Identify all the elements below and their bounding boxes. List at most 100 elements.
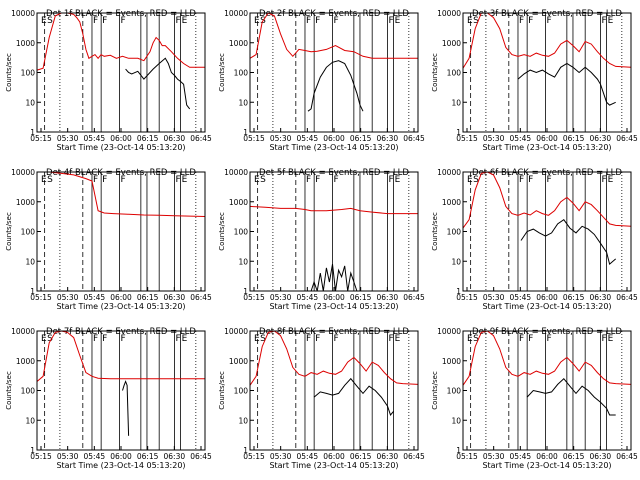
- marker-label: E: [41, 334, 47, 344]
- marker-label: F: [528, 175, 533, 185]
- series-line-lld: [36, 330, 205, 382]
- marker-label: F: [546, 175, 551, 185]
- marker-label: F: [601, 334, 606, 344]
- plot-frame: [249, 12, 419, 133]
- marker-label: S: [47, 175, 53, 185]
- x-tick-label: 06:45: [190, 134, 212, 143]
- x-tick-label: 06:45: [616, 293, 638, 302]
- x-tick-label: 05:15: [30, 452, 52, 461]
- marker-label: F: [175, 334, 180, 344]
- x-axis-label: Start Time (23-Oct-14 05:13:20): [56, 461, 185, 470]
- x-tick-label: 05:45: [510, 134, 532, 143]
- marker-label: E: [41, 175, 47, 185]
- y-tick-label: 1: [30, 446, 35, 455]
- x-tick-label: 05:15: [30, 293, 52, 302]
- x-axis-label: Start Time (23-Oct-14 05:13:20): [269, 461, 398, 470]
- y-tick-label: 1000: [229, 39, 248, 48]
- y-tick-label: 1: [30, 287, 35, 296]
- marker-label: E: [395, 334, 401, 344]
- marker-label: S: [260, 334, 266, 344]
- chart-title: Det 9f BLACK = Events, RED = LLD: [472, 327, 622, 337]
- y-tick-label: 10000: [224, 327, 248, 336]
- marker-label: F: [175, 175, 180, 185]
- plot-frame: [36, 171, 206, 292]
- marker-label: S: [473, 16, 479, 26]
- x-tick-label: 06:15: [563, 134, 585, 143]
- x-tick-label: 06:00: [536, 452, 558, 461]
- x-tick-label: 06:00: [536, 293, 558, 302]
- plot-frame: [462, 171, 632, 292]
- chart-title: Det 6f BLACK = Events, RED = LLD: [472, 168, 622, 178]
- marker-label: E: [608, 334, 614, 344]
- marker-label: F: [93, 175, 98, 185]
- marker-label: F: [388, 16, 393, 26]
- y-tick-label: 1: [456, 287, 461, 296]
- y-tick-label: 10: [238, 98, 248, 107]
- marker-label: F: [175, 16, 180, 26]
- x-tick-label: 05:45: [84, 293, 106, 302]
- x-tick-label: 06:45: [616, 452, 638, 461]
- marker-label: F: [388, 175, 393, 185]
- x-tick-label: 06:30: [377, 452, 399, 461]
- chart-title: Det 3f BLACK = Events, RED = LLD: [472, 9, 622, 19]
- x-tick-label: 06:45: [616, 134, 638, 143]
- x-tick-label: 05:15: [243, 293, 265, 302]
- x-tick-label: 05:15: [243, 134, 265, 143]
- marker-label: E: [182, 334, 188, 344]
- x-tick-label: 06:30: [164, 293, 186, 302]
- marker-label: F: [528, 334, 533, 344]
- marker-label: F: [120, 175, 125, 185]
- y-axis-label: Counts/sec: [218, 371, 226, 410]
- y-tick-label: 1000: [16, 39, 35, 48]
- series-line-lld: [462, 330, 632, 386]
- y-tick-label: 1: [456, 446, 461, 455]
- y-tick-label: 1000: [442, 357, 461, 366]
- plot-frame: [462, 330, 632, 451]
- x-tick-label: 06:45: [403, 452, 425, 461]
- y-tick-label: 10000: [224, 168, 248, 177]
- x-axis-label: Start Time (23-Oct-14 05:13:20): [269, 143, 398, 152]
- x-axis-label: Start Time (23-Oct-14 05:13:20): [56, 302, 185, 311]
- y-tick-label: 1: [456, 128, 461, 137]
- marker-label: E: [395, 16, 401, 26]
- x-axis-label: Start Time (23-Oct-14 05:13:20): [269, 302, 398, 311]
- marker-label: F: [601, 175, 606, 185]
- y-tick-label: 10: [451, 257, 461, 266]
- y-tick-label: 10: [451, 98, 461, 107]
- marker-label: F: [333, 175, 338, 185]
- marker-label: E: [41, 16, 47, 26]
- y-tick-label: 1000: [229, 357, 248, 366]
- y-tick-label: 1: [30, 128, 35, 137]
- marker-label: E: [467, 175, 473, 185]
- x-tick-label: 06:15: [137, 293, 159, 302]
- marker-label: E: [254, 175, 260, 185]
- x-tick-label: 06:45: [403, 293, 425, 302]
- series-line-lld: [249, 12, 418, 59]
- x-tick-label: 06:30: [377, 134, 399, 143]
- x-axis-label: Start Time (23-Oct-14 05:13:20): [482, 143, 611, 152]
- x-tick-label: 06:00: [323, 134, 345, 143]
- y-tick-label: 10000: [437, 9, 461, 18]
- marker-label: E: [467, 334, 473, 344]
- x-tick-label: 06:00: [536, 134, 558, 143]
- y-axis-label: Counts/sec: [431, 212, 439, 251]
- y-tick-label: 1: [243, 128, 248, 137]
- marker-label: F: [546, 334, 551, 344]
- y-tick-label: 10: [451, 416, 461, 425]
- y-axis-label: Counts/sec: [218, 212, 226, 251]
- x-tick-label: 06:30: [164, 452, 186, 461]
- series-line-events: [310, 264, 360, 292]
- y-tick-label: 10: [238, 416, 248, 425]
- y-tick-label: 100: [234, 69, 249, 78]
- series-line-lld: [249, 205, 418, 215]
- x-axis-label: Start Time (23-Oct-14 05:13:20): [482, 461, 611, 470]
- marker-label: F: [546, 16, 551, 26]
- series-line-events: [125, 57, 191, 110]
- marker-label: F: [306, 16, 311, 26]
- x-tick-label: 06:15: [350, 293, 372, 302]
